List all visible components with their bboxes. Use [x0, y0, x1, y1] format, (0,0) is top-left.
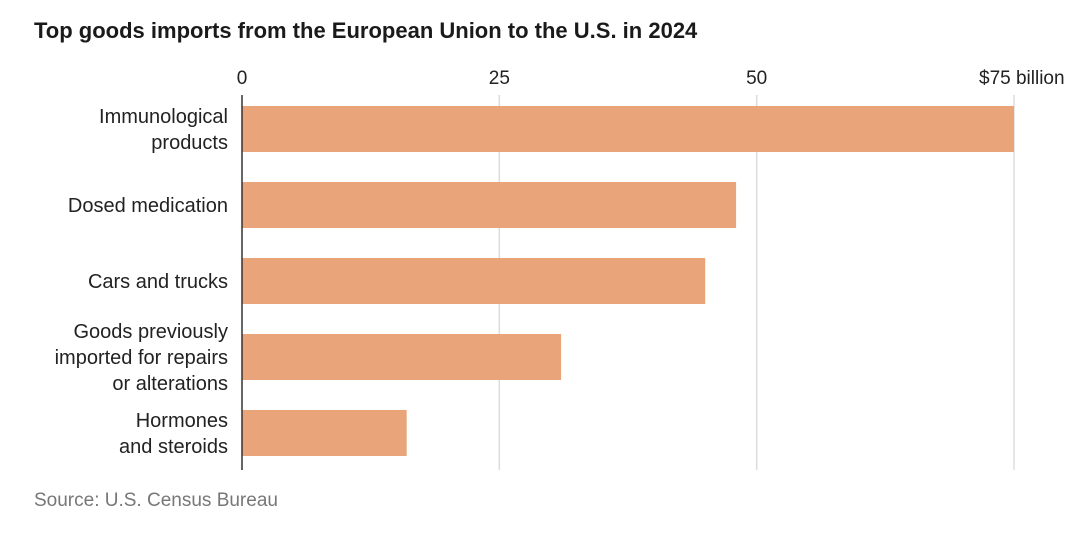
category-label: Goods previously — [73, 321, 228, 343]
source-note: Source: U.S. Census Bureau — [34, 490, 278, 511]
category-label: Hormones — [136, 410, 228, 432]
category-label: Cars and trucks — [88, 271, 228, 293]
category-label: products — [151, 132, 228, 154]
x-tick-label: 25 — [489, 68, 510, 89]
x-tick-label: 0 — [237, 68, 248, 89]
category-label: imported for repairs — [55, 347, 228, 369]
bar — [242, 258, 706, 304]
category-label: Dosed medication — [68, 195, 228, 217]
x-tick-label: $75 billion — [979, 68, 1065, 89]
bars — [242, 106, 1014, 456]
x-axis-tick-labels: 0 25 50 $75 billion — [237, 68, 1065, 89]
bar — [242, 334, 562, 380]
chart-title: Top goods imports from the European Unio… — [34, 18, 698, 43]
category-label: Immunological — [99, 106, 228, 128]
category-label: or alterations — [112, 373, 228, 395]
category-labels: Immunological products Dosed medication Car… — [55, 106, 228, 458]
bar — [242, 410, 407, 456]
bar — [242, 106, 1014, 152]
bar — [242, 182, 737, 228]
x-tick-label: 50 — [746, 68, 767, 89]
category-label: and steroids — [119, 436, 228, 458]
